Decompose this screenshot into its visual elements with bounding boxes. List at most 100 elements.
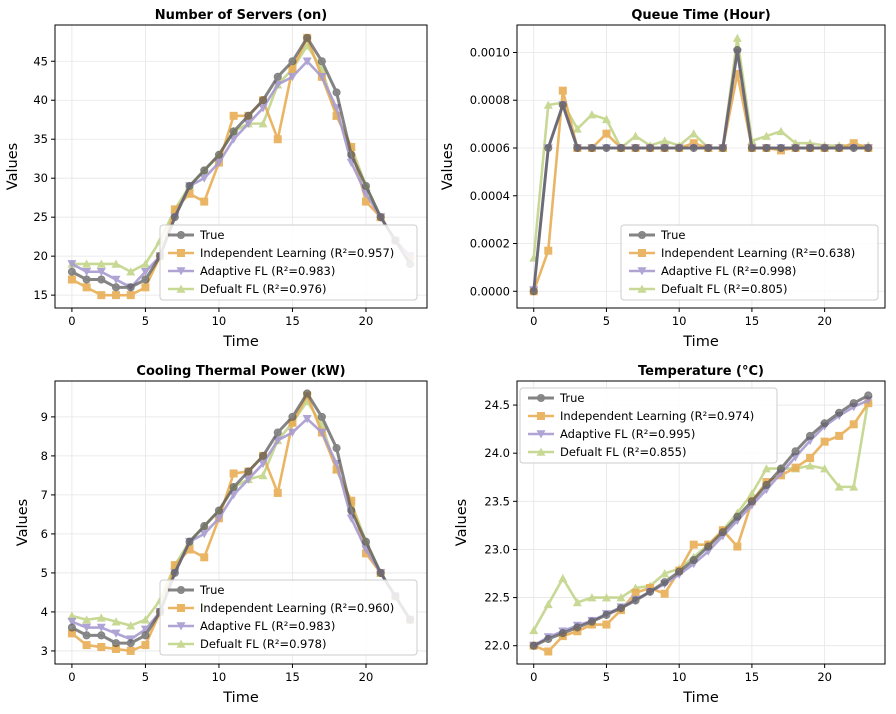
- data-point-adaptive-fl: [243, 475, 253, 484]
- data-point-true: [229, 483, 238, 492]
- legend-marker: [638, 249, 646, 257]
- data-point-true: [820, 143, 829, 153]
- legend-item-defualt-fl: [629, 284, 655, 293]
- y-tick-label: 22.5: [484, 591, 510, 605]
- legend-label: Independent Learning (R²=0.638): [661, 246, 855, 260]
- data-point-independent-learning: [361, 197, 370, 206]
- data-point-independent-learning: [835, 431, 844, 440]
- data-point-independent-learning: [689, 540, 698, 549]
- y-tick-label: 0.0008: [470, 93, 510, 107]
- legend-box: [620, 224, 879, 301]
- data-point-true: [214, 150, 223, 159]
- series-true: [67, 33, 415, 292]
- data-point-defualt-fl: [572, 597, 582, 607]
- legend-marker: [177, 249, 185, 257]
- legend-box: [159, 224, 418, 301]
- x-tick-label: 10: [672, 670, 687, 684]
- data-point-defualt-fl: [616, 593, 626, 602]
- data-point-defualt-fl: [601, 593, 611, 602]
- legend-item-independent-learning: [629, 249, 655, 257]
- legend-item-true: [528, 393, 554, 403]
- data-point-true: [675, 143, 684, 153]
- legend: True Independent Learning (R²=0.638) Adapt…: [620, 224, 879, 301]
- data-point-independent-learning: [806, 454, 815, 463]
- legend: True Independent Learning (R²=0.960) Adapt…: [159, 579, 418, 656]
- data-point-adaptive-fl: [96, 267, 106, 277]
- x-tick-label: 15: [285, 670, 300, 684]
- series-true: [529, 391, 873, 650]
- data-point-defualt-fl: [689, 129, 699, 138]
- data-point-true: [229, 127, 238, 136]
- data-point-independent-learning: [558, 86, 567, 95]
- legend-marker: [537, 412, 545, 420]
- data-point-true: [376, 568, 385, 577]
- legend-item-true: [168, 230, 194, 240]
- legend-marker: [536, 430, 546, 439]
- data-point-true: [704, 542, 713, 551]
- data-point-defualt-fl: [761, 131, 771, 140]
- data-point-true: [864, 391, 873, 400]
- legend-label: True: [199, 583, 224, 597]
- data-point-true: [791, 143, 800, 153]
- data-point-defualt-fl: [126, 267, 136, 276]
- subplot-cooling-thermal-power-kw: 0 5 10 15 20 3 4 5 6 7 8 9 Cooling Thermal Power (kW…: [15, 364, 428, 706]
- data-point-true: [864, 143, 873, 153]
- data-point-independent-learning: [288, 418, 297, 427]
- data-point-true: [616, 604, 626, 613]
- y-tick-label: 20: [33, 249, 48, 263]
- legend-marker: [177, 604, 185, 612]
- data-point-true: [200, 166, 209, 175]
- legend-box: [519, 387, 778, 464]
- data-point-true: [303, 33, 312, 42]
- x-tick-label: 0: [530, 314, 537, 328]
- data-point-true: [303, 389, 312, 398]
- data-point-true: [544, 634, 553, 644]
- y-axis-label: Values: [440, 143, 456, 190]
- y-tick-label: 8: [41, 449, 48, 463]
- data-point-true: [200, 522, 209, 531]
- data-point-true: [544, 143, 553, 153]
- legend-item-adaptive-fl: [629, 267, 655, 276]
- data-point-true: [82, 631, 91, 640]
- data-point-true: [141, 631, 150, 640]
- x-tick-label: 5: [603, 314, 610, 328]
- data-point-adaptive-fl: [317, 73, 327, 82]
- data-point-independent-learning: [544, 647, 553, 656]
- data-point-independent-learning: [544, 246, 553, 255]
- subplot-queue-time-hour: 0 5 10 15 20 0.0000 0.0002 0.0004 0.0006 0.0008 0.…: [440, 8, 886, 350]
- data-point-independent-learning: [347, 496, 356, 505]
- data-point-true: [733, 512, 742, 521]
- data-point-true: [259, 96, 268, 105]
- chart-title: Cooling Thermal Power (kW): [136, 364, 345, 379]
- data-point-adaptive-fl: [82, 267, 92, 277]
- data-point-true: [762, 480, 771, 490]
- data-point-true: [273, 428, 282, 437]
- data-point-true: [317, 412, 326, 421]
- y-tick-label: 0.0006: [470, 141, 510, 155]
- data-point-true: [660, 578, 669, 587]
- x-axis-label: Time: [682, 690, 719, 706]
- x-axis-label: Time: [682, 334, 719, 350]
- data-point-true: [288, 412, 297, 421]
- legend-item-adaptive-fl: [168, 622, 194, 631]
- data-point-independent-learning: [170, 205, 179, 214]
- data-point-true: [111, 283, 121, 292]
- data-point-true: [529, 641, 538, 650]
- data-point-adaptive-fl: [140, 267, 150, 277]
- data-point-defualt-fl: [82, 259, 92, 268]
- legend-label: Defualt FL (R²=0.855): [560, 445, 686, 459]
- legend-label: Independent Learning (R²=0.957): [200, 246, 394, 260]
- data-point-defualt-fl: [529, 625, 539, 635]
- data-point-independent-learning: [141, 283, 150, 292]
- legend-marker: [176, 622, 186, 631]
- x-tick-label: 10: [212, 314, 227, 328]
- data-point-independent-learning: [126, 291, 135, 300]
- y-tick-label: 45: [33, 54, 48, 68]
- data-point-defualt-fl: [732, 33, 742, 42]
- data-point-defualt-fl: [761, 464, 771, 473]
- data-point-independent-learning: [112, 291, 121, 300]
- data-point-independent-learning: [288, 65, 297, 74]
- data-point-true: [776, 143, 786, 153]
- data-point-defualt-fl: [258, 119, 268, 128]
- data-point-true: [347, 150, 356, 159]
